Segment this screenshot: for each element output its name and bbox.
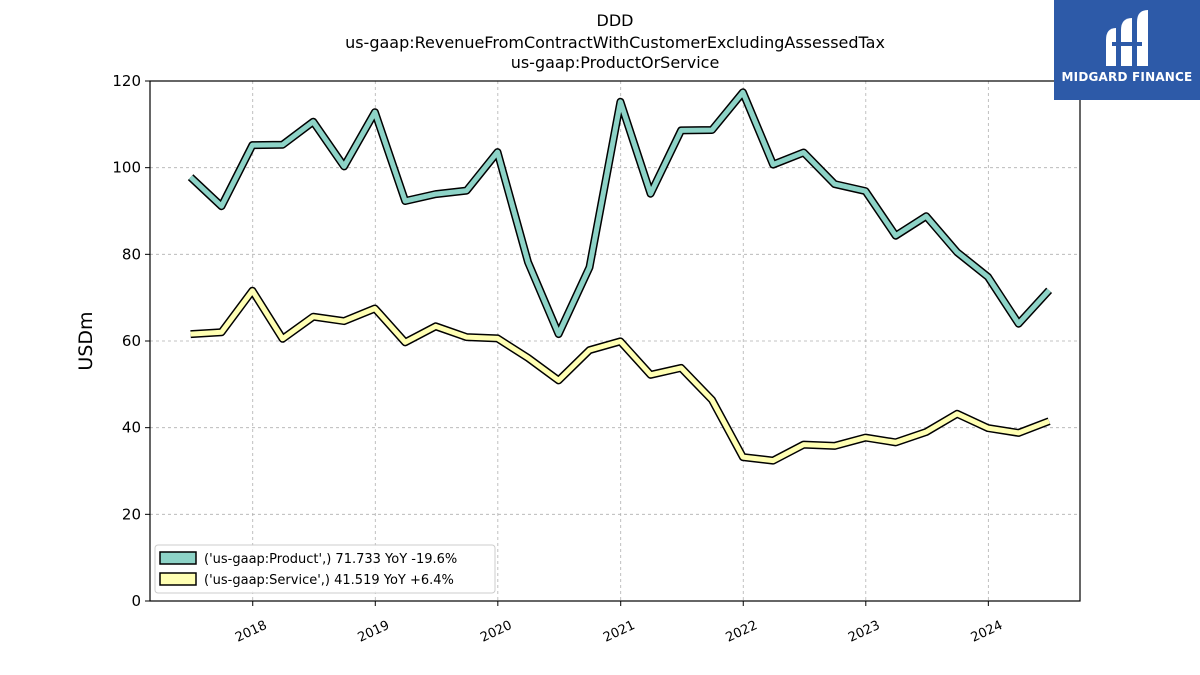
x-tick-label-2019: 2019 bbox=[356, 618, 392, 646]
y-tick-label-60: 60 bbox=[122, 332, 141, 350]
legend-label-service: ('us-gaap:Service',) 41.519 YoY +6.4% bbox=[204, 573, 454, 588]
x-tick-label-2024: 2024 bbox=[969, 618, 1005, 646]
y-tick-label-100: 100 bbox=[112, 159, 141, 177]
y-tick-label-40: 40 bbox=[122, 419, 141, 437]
legend-swatch-product bbox=[159, 551, 197, 565]
logo-wordmark: MIDGARD FINANCE bbox=[1061, 70, 1193, 84]
logo-icon bbox=[1054, 0, 1200, 100]
y-axis-label: USDm bbox=[75, 311, 97, 370]
x-tick-label-2021: 2021 bbox=[601, 618, 637, 646]
legend-label-product: ('us-gaap:Product',) 71.733 YoY -19.6% bbox=[204, 552, 457, 567]
series-line-0 bbox=[188, 89, 1051, 337]
x-tick-label-2022: 2022 bbox=[724, 618, 760, 646]
y-tick-label-20: 20 bbox=[122, 505, 141, 523]
y-tick-label-120: 120 bbox=[112, 72, 141, 90]
legend-box bbox=[154, 544, 496, 594]
midgard-finance-logo: MIDGARD FINANCE bbox=[1054, 0, 1200, 100]
chart-title-line-1: DDD bbox=[597, 11, 634, 30]
x-axis: 2018 2019 2020 2021 2022 2023 2024 bbox=[233, 601, 1005, 646]
legend-swatch-service bbox=[159, 572, 197, 586]
series-lines bbox=[187, 88, 1053, 465]
x-tick-label-2018: 2018 bbox=[233, 618, 269, 646]
legend: ('us-gaap:Product',) 71.733 YoY -19.6% (… bbox=[154, 544, 496, 594]
y-axis: 0 20 40 60 80 100 120 bbox=[112, 72, 150, 610]
x-tick-label-2023: 2023 bbox=[846, 618, 882, 646]
y-tick-label-80: 80 bbox=[122, 245, 141, 263]
x-tick-label-2020: 2020 bbox=[478, 618, 514, 646]
y-tick-label-0: 0 bbox=[131, 592, 141, 610]
chart-title-line-2: us-gaap:RevenueFromContractWithCustomerE… bbox=[345, 33, 885, 52]
chart-title-line-3: us-gaap:ProductOrService bbox=[511, 53, 720, 72]
series-line-1 bbox=[190, 288, 1050, 464]
